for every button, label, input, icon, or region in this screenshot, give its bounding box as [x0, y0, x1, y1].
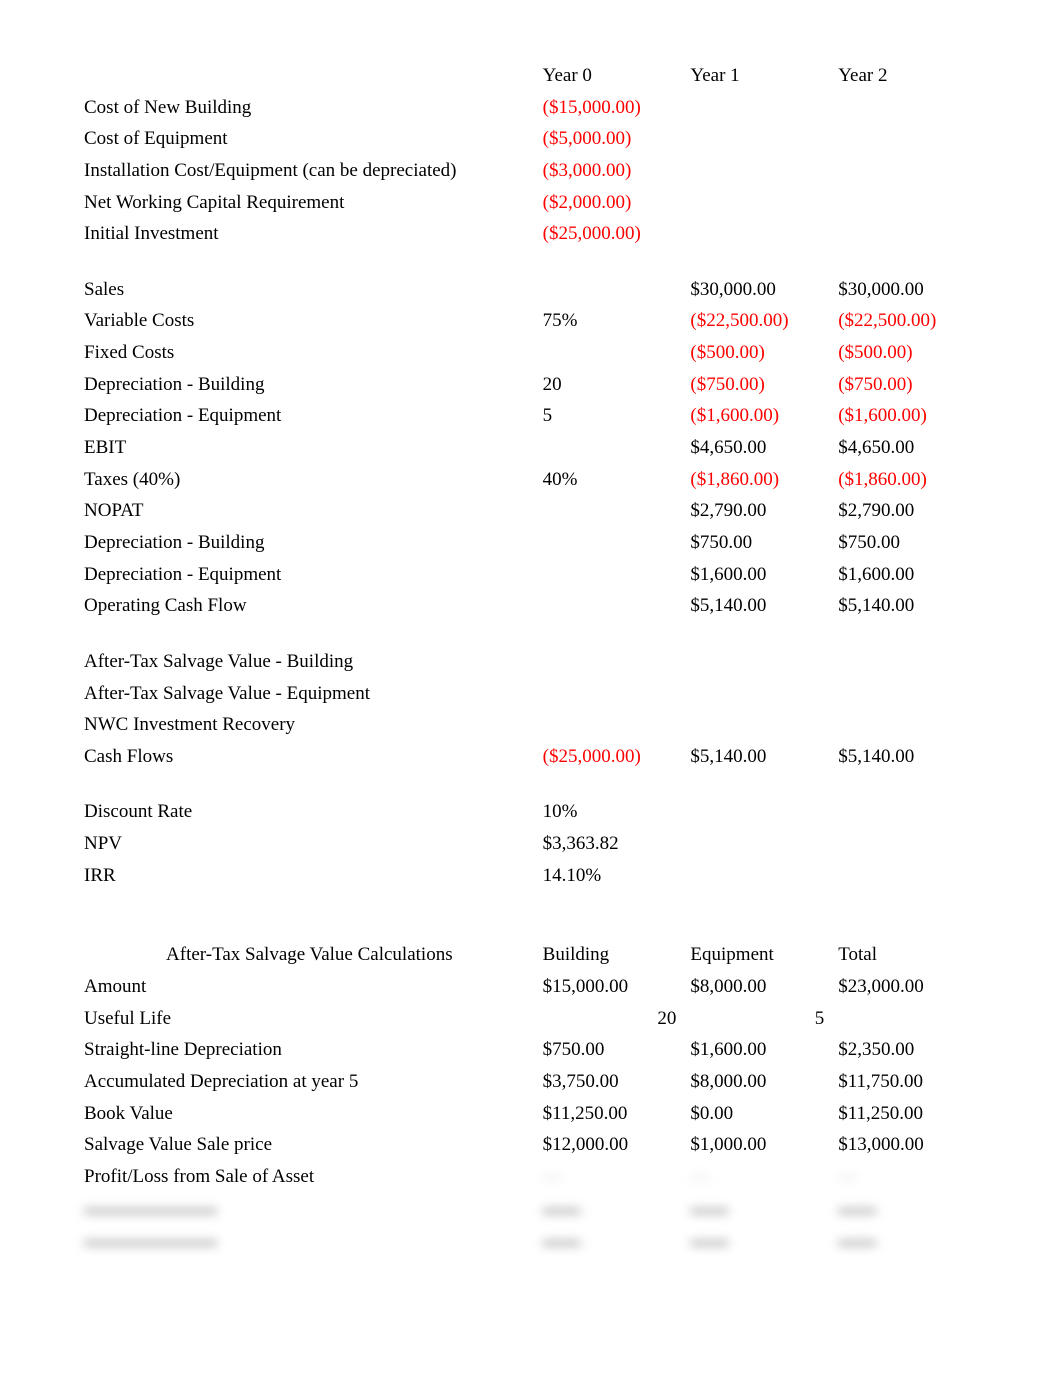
- row-at-salvage-building: After-Tax Salvage Value - Building: [80, 646, 982, 678]
- row-sales: Sales $30,000.00 $30,000.00: [80, 274, 982, 306]
- row-npv: NPV $3,363.82: [80, 828, 982, 860]
- row-discount-rate: Discount Rate 10%: [80, 796, 982, 828]
- row-blurred-2: ▬▬▬▬▬▬▬ ▬▬ ▬▬ ▬▬: [80, 1225, 982, 1258]
- row-sale-price: Salvage Value Sale price $12,000.00 $1,0…: [80, 1129, 982, 1161]
- row-straight-line-dep: Straight-line Depreciation $750.00 $1,60…: [80, 1034, 982, 1066]
- salvage-col-total: Total: [834, 939, 982, 971]
- row-book-value: Book Value $11,250.00 $0.00 $11,250.00: [80, 1098, 982, 1130]
- row-nwc: Net Working Capital Requirement ($2,000.…: [80, 187, 982, 219]
- row-amount: Amount $15,000.00 $8,000.00 $23,000.00: [80, 971, 982, 1003]
- salvage-col-equipment: Equipment: [686, 939, 834, 971]
- row-cost-building: Cost of New Building ($15,000.00): [80, 92, 982, 124]
- row-dep-equipment: Depreciation - Equipment 5 ($1,600.00) (…: [80, 400, 982, 432]
- row-blurred-1: ▬▬▬▬▬▬▬ ▬▬ ▬▬ ▬▬: [80, 1193, 982, 1225]
- row-taxes: Taxes (40%) 40% ($1,860.00) ($1,860.00): [80, 464, 982, 496]
- row-useful-life: Useful Life 20 5: [80, 1003, 982, 1035]
- row-variable-costs: Variable Costs 75% ($22,500.00) ($22,500…: [80, 305, 982, 337]
- header-year-1: Year 1: [686, 60, 834, 92]
- row-fixed-costs: Fixed Costs ($500.00) ($500.00): [80, 337, 982, 369]
- row-irr: IRR 14.10%: [80, 860, 982, 892]
- row-accumulated-dep: Accumulated Depreciation at year 5 $3,75…: [80, 1066, 982, 1098]
- row-dep-equipment-addback: Depreciation - Equipment $1,600.00 $1,60…: [80, 559, 982, 591]
- header-year-2: Year 2: [834, 60, 982, 92]
- row-nopat: NOPAT $2,790.00 $2,790.00: [80, 495, 982, 527]
- row-profit-loss: Profit/Loss from Sale of Asset — — —: [80, 1161, 982, 1193]
- row-initial-investment: Initial Investment ($25,000.00): [80, 218, 982, 250]
- salvage-title: After-Tax Salvage Value Calculations: [80, 939, 539, 971]
- financial-table: Year 0 Year 1 Year 2 Cost of New Buildin…: [80, 60, 982, 1258]
- row-nwc-recovery: NWC Investment Recovery: [80, 709, 982, 741]
- row-at-salvage-equipment: After-Tax Salvage Value - Equipment: [80, 678, 982, 710]
- row-ebit: EBIT $4,650.00 $4,650.00: [80, 432, 982, 464]
- salvage-header-row: After-Tax Salvage Value Calculations Bui…: [80, 939, 982, 971]
- row-operating-cash-flow: Operating Cash Flow $5,140.00 $5,140.00: [80, 590, 982, 622]
- row-cash-flows: Cash Flows ($25,000.00) $5,140.00 $5,140…: [80, 741, 982, 773]
- header-year-0: Year 0: [539, 60, 687, 92]
- header-row: Year 0 Year 1 Year 2: [80, 60, 982, 92]
- row-install-cost: Installation Cost/Equipment (can be depr…: [80, 155, 982, 187]
- row-dep-building-addback: Depreciation - Building $750.00 $750.00: [80, 527, 982, 559]
- document-page: Year 0 Year 1 Year 2 Cost of New Buildin…: [0, 0, 1062, 1318]
- salvage-col-building: Building: [539, 939, 687, 971]
- row-dep-building: Depreciation - Building 20 ($750.00) ($7…: [80, 369, 982, 401]
- row-cost-equipment: Cost of Equipment ($5,000.00): [80, 123, 982, 155]
